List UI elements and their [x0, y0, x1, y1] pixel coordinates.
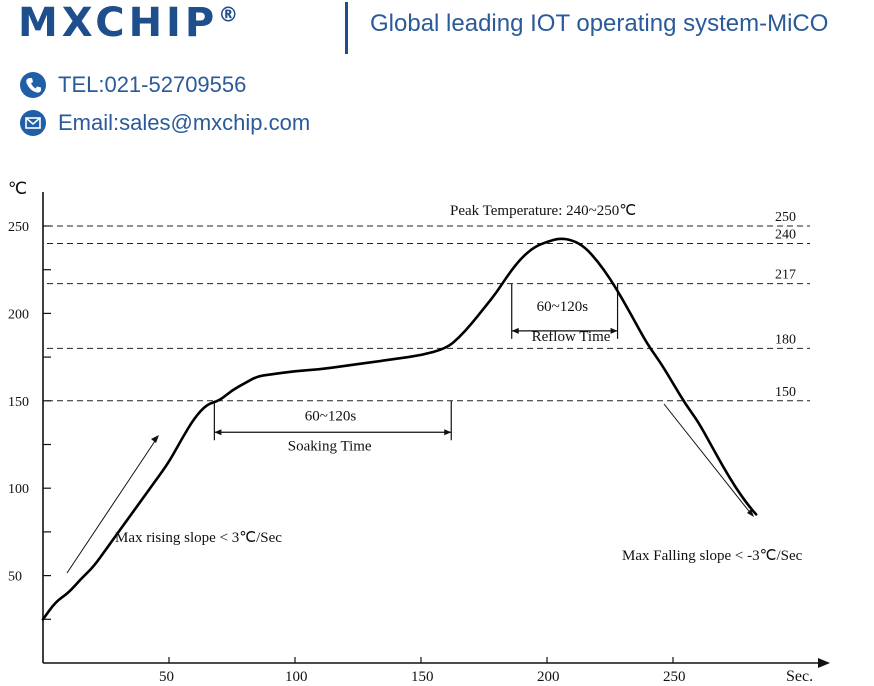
reference-label-240: 240	[775, 227, 796, 242]
email-icon	[20, 110, 46, 136]
reflow-arrow-left	[511, 327, 519, 334]
email-contact: Email:sales@mxchip.com	[20, 110, 310, 136]
reference-label-217: 217	[775, 268, 796, 283]
soak-arrow-left	[214, 429, 222, 436]
reflow-name-label: Reflow Time	[532, 329, 611, 345]
falling-slope-label: Max Falling slope < -3℃/Sec	[622, 548, 803, 564]
soak-arrow-right	[444, 429, 452, 436]
x-tick-label: 150	[411, 669, 434, 685]
email-address: Email:sales@mxchip.com	[58, 110, 311, 135]
soak-range-label: 60~120s	[305, 408, 357, 424]
brand-name: MXCHIP	[18, 0, 219, 46]
reference-label-150: 150	[775, 385, 796, 400]
reflow-chart: ℃ Sec. 50 100 150 200 250 50 100 150 200 250 250 240…	[8, 179, 830, 685]
x-tick-label: 50	[159, 669, 174, 685]
y-tick-label: 200	[8, 307, 29, 322]
reference-label-250: 250	[775, 210, 796, 225]
chart-labels: Peak Temperature: 240~250℃ Max rising slo…	[66, 203, 803, 574]
x-tick-label: 250	[663, 669, 686, 685]
header-divider	[345, 2, 348, 54]
phone-contact: TEL:021-52709556	[20, 72, 246, 98]
y-axis-unit: ℃	[8, 179, 27, 198]
y-tick-label: 100	[8, 482, 29, 497]
brand-logo: MXCHIP®	[18, 0, 238, 46]
peak-temperature-label: Peak Temperature: 240~250℃	[450, 203, 636, 219]
registered-mark: ®	[218, 2, 239, 27]
falling-slope-arrow-line	[663, 403, 753, 516]
phone-number: TEL:021-52709556	[58, 72, 247, 97]
y-tick-label: 150	[8, 395, 29, 410]
soak-name-label: Soaking Time	[288, 438, 372, 454]
interval-markers: 60~120s Soaking Time 60~120s Reflow Time	[213, 283, 619, 454]
temperature-curve	[41, 237, 758, 621]
falling-slope-arrow-head	[747, 509, 754, 517]
reflow-arrow-right	[610, 327, 618, 334]
x-tick-label: 200	[537, 669, 560, 685]
rising-slope-label: Max rising slope < 3℃/Sec	[115, 530, 282, 546]
rising-slope-arrow-line	[66, 437, 158, 574]
x-tick-label: 100	[285, 669, 308, 685]
y-tick-label: 250	[8, 220, 29, 235]
phone-icon	[20, 72, 46, 98]
brand-tagline: Global leading IOT operating system-MiCO	[370, 10, 829, 37]
reference-label-180: 180	[775, 332, 796, 347]
rising-slope-arrow-head	[151, 435, 159, 443]
reference-lines: 250 240 217 180 150	[47, 210, 810, 402]
x-axis-label: Sec.	[786, 668, 813, 685]
y-tick-label: 50	[8, 570, 22, 585]
reflow-curve-line	[41, 237, 758, 621]
x-axis-arrow	[818, 658, 830, 668]
reflow-range-label: 60~120s	[537, 299, 589, 315]
chart-axes: ℃ Sec. 50 100 150 200 250 50 100 150 200 250	[8, 179, 830, 685]
